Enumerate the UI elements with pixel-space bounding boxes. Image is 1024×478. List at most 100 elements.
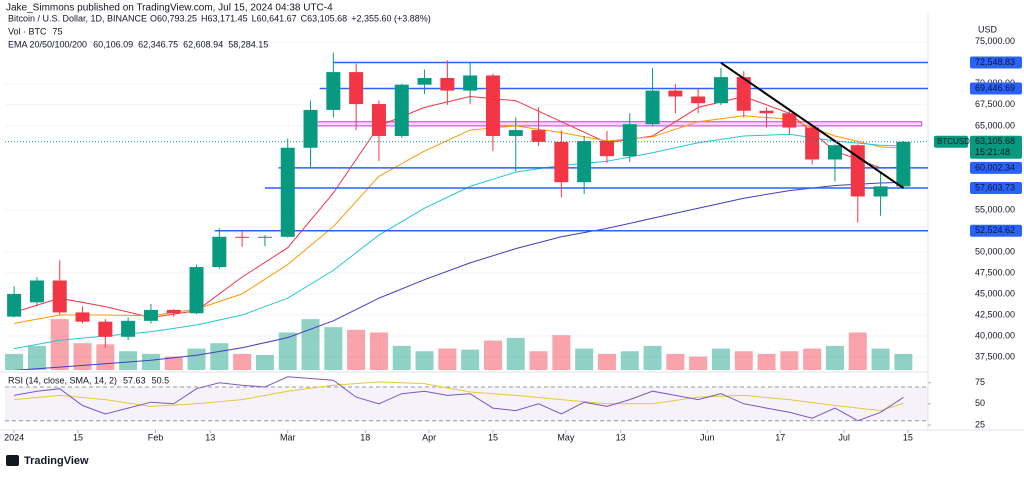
volume-bar xyxy=(119,351,138,370)
candle-body xyxy=(417,77,432,85)
level-label: 57,603.73 xyxy=(975,182,1015,192)
candle-body xyxy=(371,104,386,136)
candle-body xyxy=(713,77,728,104)
candle-body xyxy=(52,280,67,313)
volume-bar xyxy=(734,351,753,370)
volume-bar xyxy=(643,345,662,370)
price-pane xyxy=(5,41,928,370)
ema-value: 62,346.75 xyxy=(138,39,178,49)
volume-bar xyxy=(780,351,799,370)
volume-bar xyxy=(141,353,160,370)
x-tick-label: 15 xyxy=(903,432,913,442)
volume-bar xyxy=(164,356,183,370)
volume-bar xyxy=(50,319,69,370)
level-tag xyxy=(970,56,1022,69)
volume-label: Vol · BTC xyxy=(8,26,47,36)
y-tick-label: 42,500.00 xyxy=(975,309,1015,319)
candle-body xyxy=(121,320,136,337)
volume-bar xyxy=(324,327,343,370)
candle-body xyxy=(645,90,660,125)
x-tick-label: 17 xyxy=(775,432,785,442)
candle-body xyxy=(691,96,706,104)
volume-bar xyxy=(894,353,913,370)
candle-body xyxy=(531,130,546,142)
price-label: 63,105.68 xyxy=(975,136,1015,146)
candle-body xyxy=(326,72,341,110)
candle-body xyxy=(143,309,158,321)
volume-bar xyxy=(461,349,480,370)
x-tick-label: 18 xyxy=(360,432,370,442)
x-tick-label: Jun xyxy=(700,432,715,442)
candle-body xyxy=(29,280,44,303)
volume-bar xyxy=(278,332,297,370)
candle-body xyxy=(622,124,637,157)
volume-bar xyxy=(210,343,229,370)
x-tick-label: Mar xyxy=(280,432,296,442)
ema-value: 58,284.15 xyxy=(228,39,268,49)
rsi-value: 57.63 xyxy=(123,375,146,385)
volume-bar xyxy=(415,351,434,370)
candle-body xyxy=(349,72,364,105)
volume-bar xyxy=(757,353,776,370)
ema-line xyxy=(14,181,904,370)
publisher-note: Jake_Simmons published on TradingView.co… xyxy=(6,3,333,14)
volume-bar xyxy=(620,351,639,370)
candle-body xyxy=(668,90,683,97)
candle-body xyxy=(75,312,90,322)
x-tick-label: 15 xyxy=(73,432,83,442)
x-tick-label: 13 xyxy=(616,432,626,442)
volume-bar xyxy=(552,335,571,370)
ohlc-value: H63,171.45 xyxy=(201,13,248,23)
brand: TradingView xyxy=(24,455,89,467)
candle-body xyxy=(212,236,227,268)
ema-value: 62,608.94 xyxy=(183,39,223,49)
rsi-tick-label: 75 xyxy=(975,377,985,387)
y-tick-label: 65,000.00 xyxy=(975,120,1015,130)
candle-body xyxy=(280,147,295,237)
y-tick-label: 50,000.00 xyxy=(975,246,1015,256)
ema-label: EMA 20/50/100/200 xyxy=(8,39,87,49)
candle-body xyxy=(805,127,820,160)
rsi-signal-value: 50.5 xyxy=(152,375,170,385)
x-tick-label: 2024 xyxy=(4,432,24,442)
ema-line xyxy=(14,133,904,350)
level-tag xyxy=(970,182,1022,195)
currency-label: USD xyxy=(978,24,998,34)
volume-bar xyxy=(666,353,685,370)
volume-bar xyxy=(483,340,502,370)
symbol-title: Bitcoin / U.S. Dollar, 1D, BINANCE xyxy=(8,13,147,23)
rsi-line xyxy=(14,376,904,422)
candle-body xyxy=(782,113,797,128)
candle-body xyxy=(7,293,22,317)
ohlc-value: L60,641.67 xyxy=(252,13,297,23)
rsi-signal xyxy=(14,381,904,412)
candle-body xyxy=(394,84,409,136)
volume-bar xyxy=(187,348,206,370)
candle-body xyxy=(463,75,478,91)
y-tick-label: 55,000.00 xyxy=(975,204,1015,214)
x-tick-label: Feb xyxy=(148,432,164,442)
x-tick-label: Apr xyxy=(422,432,436,442)
level-label: 69,446.69 xyxy=(975,83,1015,93)
volume-last: 75 xyxy=(53,26,63,36)
level-label: 52,524.62 xyxy=(975,225,1015,235)
brand-logo xyxy=(6,455,19,466)
symbol-tag xyxy=(934,135,968,148)
candle-body xyxy=(166,309,181,314)
y-tick-label: 37,500.00 xyxy=(975,351,1015,361)
ema-line xyxy=(14,115,904,324)
ema-value: 60,106.09 xyxy=(93,39,133,49)
ohlc-value: +2,355.60 (+3.88%) xyxy=(351,13,431,23)
rsi-label: RSI (14, close, SMA, 14, 2) xyxy=(8,375,117,385)
volume-bar xyxy=(438,348,457,370)
candle-body xyxy=(896,141,911,187)
candle-body xyxy=(577,141,592,183)
candle-body xyxy=(873,186,888,197)
y-tick-label: 40,000.00 xyxy=(975,330,1015,340)
symbol-label: BTCUSD xyxy=(937,137,970,146)
volume-bar xyxy=(392,345,411,370)
